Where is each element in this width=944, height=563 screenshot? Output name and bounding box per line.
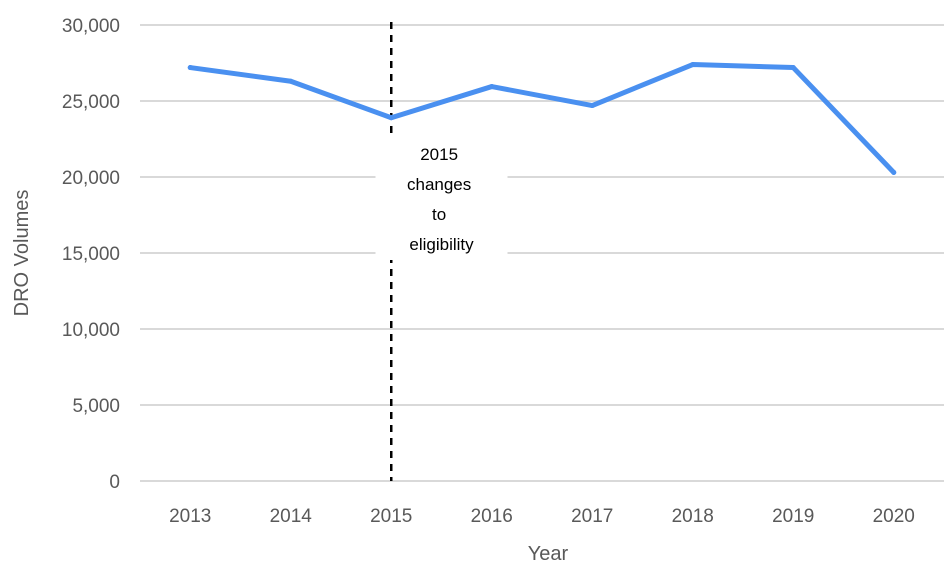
- y-tick-label: 10,000: [62, 320, 120, 341]
- series-line: [187, 62, 897, 175]
- data-point: [489, 84, 495, 90]
- grid-lines: [140, 24, 944, 482]
- annotation-line-3: to: [432, 205, 446, 224]
- data-point: [790, 65, 796, 71]
- data-points: [187, 62, 897, 175]
- data-point: [288, 78, 294, 84]
- data-point: [388, 115, 394, 121]
- x-tick-label: 2020: [873, 506, 915, 527]
- data-point: [891, 169, 897, 175]
- annotation-background: [375, 138, 508, 260]
- y-tick-label: 15,000: [62, 244, 120, 265]
- x-tick-label: 2017: [571, 506, 613, 527]
- x-tick-label: 2013: [169, 506, 211, 527]
- y-tick-label: 25,000: [62, 92, 120, 113]
- y-axis-title: DRO Volumes: [11, 190, 33, 317]
- y-tick-label: 0: [109, 472, 120, 493]
- data-point: [187, 65, 193, 71]
- x-axis-tick-labels: 2013 2014 2015 2016 2017 2018 2019 2020: [169, 506, 915, 527]
- y-tick-label: 5,000: [72, 396, 120, 417]
- y-tick-label: 20,000: [62, 168, 120, 189]
- x-axis-title: Year: [528, 543, 569, 563]
- x-tick-label: 2014: [270, 506, 313, 527]
- data-point: [589, 103, 595, 109]
- annotation-box: [375, 138, 508, 260]
- x-tick-label: 2018: [672, 506, 714, 527]
- annotation-line-2: changes: [407, 175, 471, 194]
- x-tick-label: 2016: [471, 506, 513, 527]
- data-point: [690, 62, 696, 68]
- annotation-line-1: 2015: [420, 145, 458, 164]
- annotation-text: 2015 changes to eligibility: [407, 145, 476, 254]
- x-tick-label: 2019: [772, 506, 814, 527]
- y-axis-tick-labels: 0 5,000 10,000 15,000 20,000 25,000 30,000: [62, 16, 120, 493]
- annotation-line-4: eligibility: [409, 235, 474, 254]
- x-tick-label: 2015: [370, 506, 412, 527]
- y-tick-label: 30,000: [62, 16, 120, 37]
